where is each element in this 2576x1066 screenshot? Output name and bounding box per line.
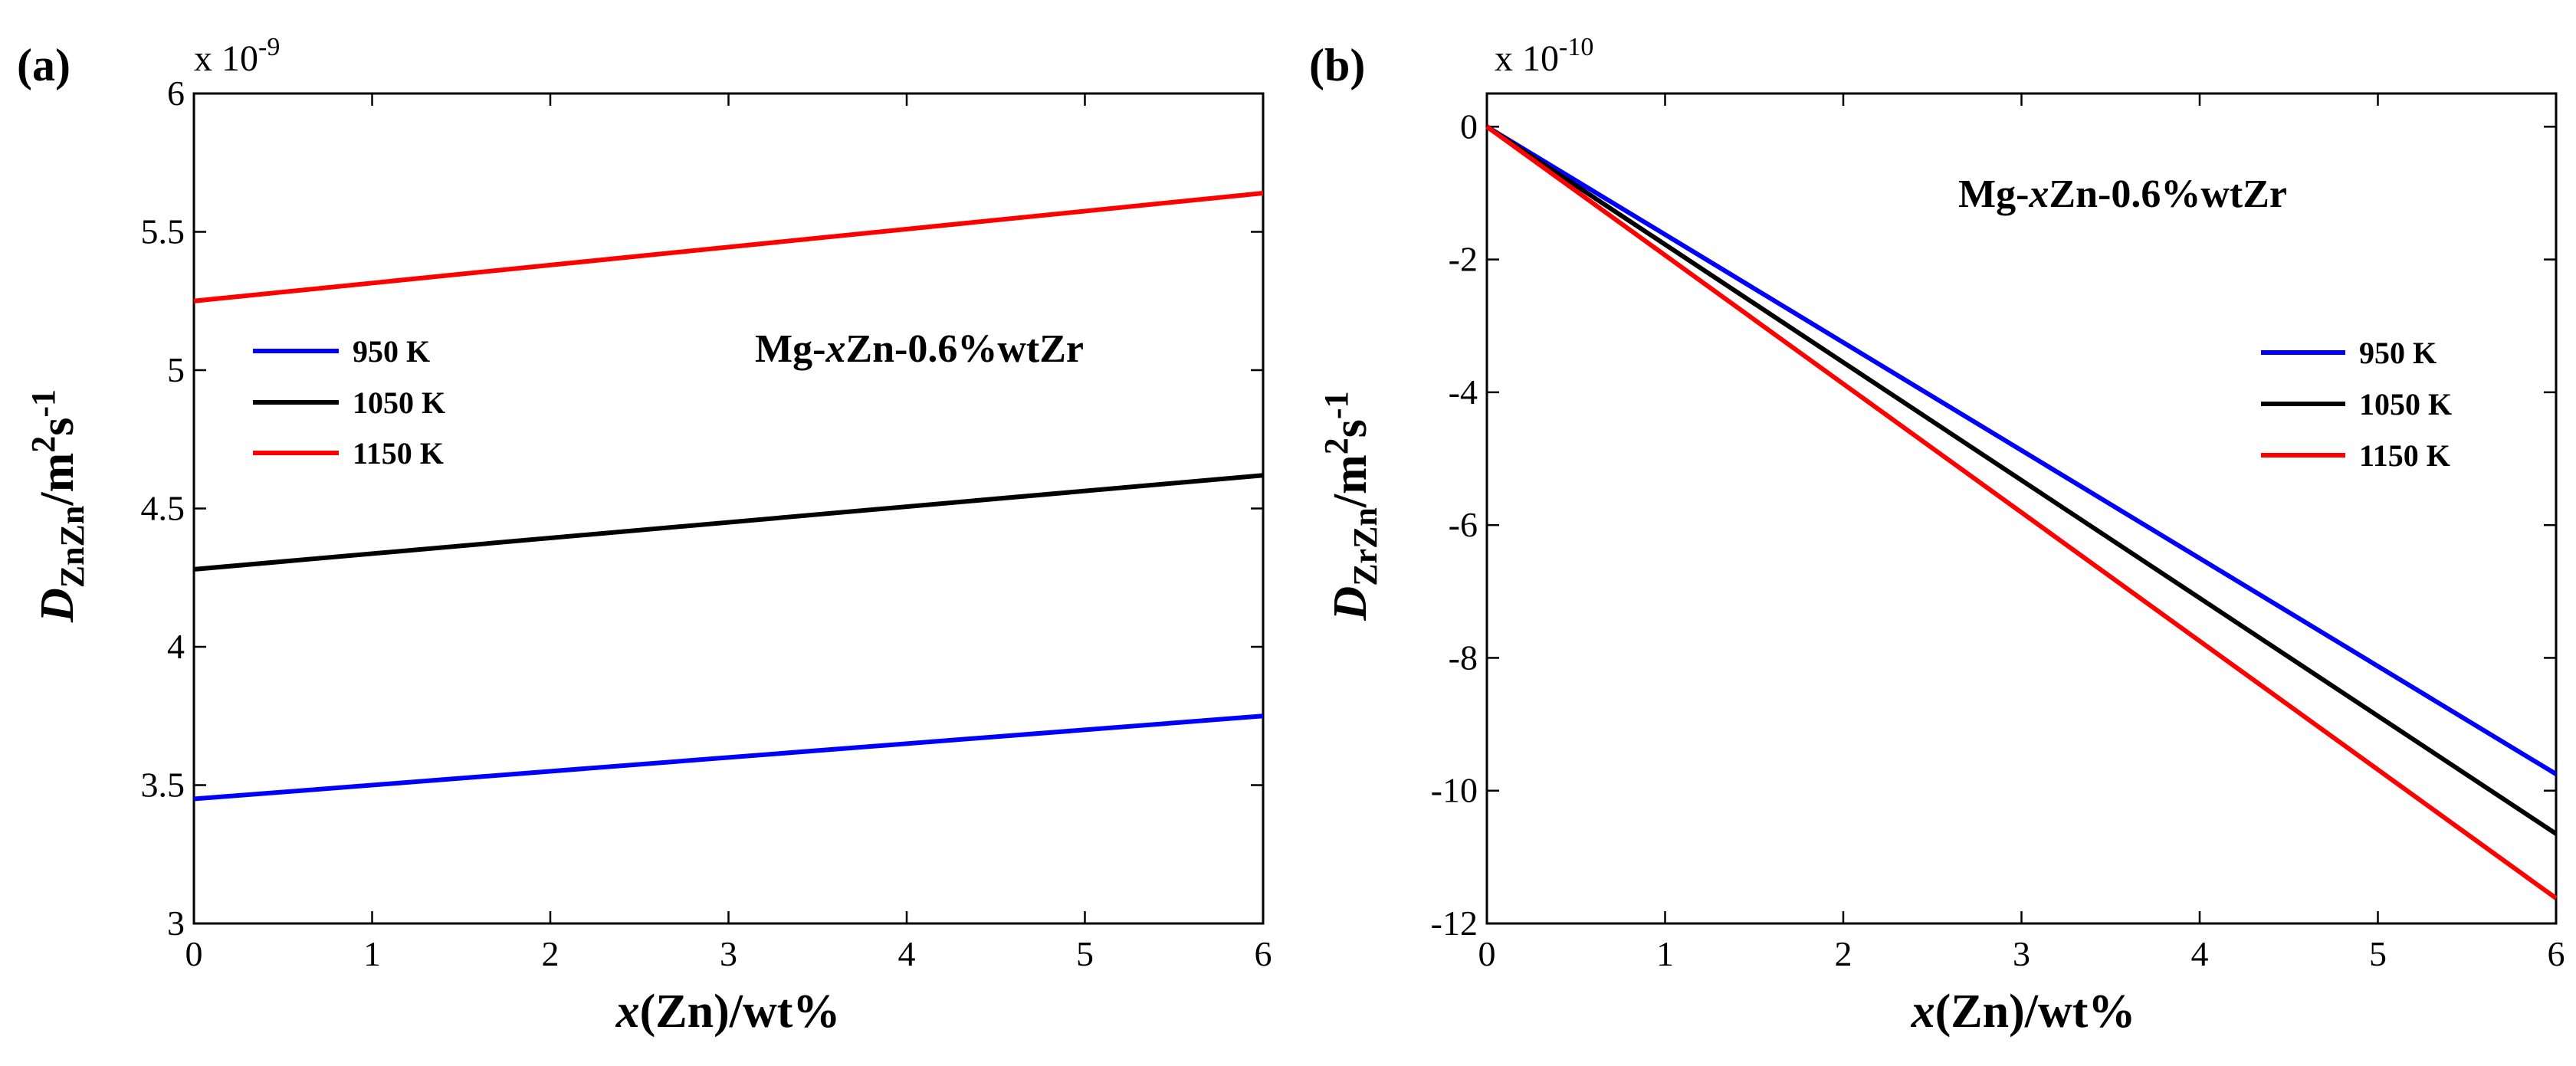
a-y-tick-3-label: 3: [167, 904, 185, 943]
panel-a-legend-label-1050k: 1050 K: [353, 385, 445, 420]
a-series-line-1150-k: [193, 191, 1264, 303]
b-x-tick-3-label: 3: [2013, 934, 2030, 973]
panel-b-x-ticks: 0 1 2 3 4 5 6: [1478, 93, 2565, 973]
a-series-line-950-k: [193, 713, 1264, 802]
b-y-tick-0-label: 0: [1460, 107, 1478, 146]
a-y-tick-6-label: 6: [167, 74, 185, 113]
panel-b-legend-label-1150k: 1150 K: [2359, 438, 2450, 473]
panel-b-legend-label-1050k: 1050 K: [2359, 387, 2452, 421]
panel-a-series: [193, 191, 1264, 802]
panel-a-y-ticks: 3 3.5 4 4.5 5 5.5 6: [141, 74, 1263, 943]
panel-b-annotation: Mg-xZn-0.6%wtZr: [1958, 172, 2287, 216]
panel-a-x-ticks: 0 1 2 3 4 5 6: [185, 93, 1272, 973]
a-y-tick-4-5-label: 4.5: [141, 489, 185, 528]
a-y-tick-3-5-label: 3.5: [141, 766, 185, 805]
b-y-tick-10-label: -10: [1431, 771, 1478, 810]
panel-b: (b) x 10-10 -12 -10 -8 -6 -4 -2 0 0 1 2 3 4 5 6 Mg-x…: [1309, 33, 2565, 1038]
panel-a-legend-label-1150k: 1150 K: [353, 436, 444, 471]
b-x-tick-1-label: 1: [1656, 934, 1674, 973]
panel-b-x-axis-label: x(Zn)/wt%: [1911, 986, 2136, 1038]
panel-a-x-axis-label: x(Zn)/wt%: [615, 986, 841, 1038]
a-x-tick-4-label: 4: [898, 934, 916, 973]
panel-a-label: (a): [17, 40, 71, 90]
panel-b-label: (b): [1309, 40, 1365, 90]
panel-a-y-axis-label: DZnZn/m2s-1: [25, 389, 91, 623]
b-y-tick-4-label: -4: [1449, 372, 1478, 412]
a-x-tick-6-label: 6: [1255, 934, 1272, 973]
a-y-tick-4-label: 4: [167, 627, 185, 666]
panel-b-series: [1485, 124, 2558, 900]
panel-b-legend: 950 K 1050 K 1150 K: [2261, 336, 2452, 473]
a-x-tick-5-label: 5: [1076, 934, 1094, 973]
a-y-tick-5-5-label: 5.5: [141, 212, 185, 251]
panel-a-multiplier: x 10-9: [194, 33, 280, 79]
a-x-tick-0-label: 0: [185, 934, 203, 973]
panel-b-y-ticks: -12 -10 -8 -6 -4 -2 0: [1431, 107, 2556, 943]
b-x-tick-2-label: 2: [1835, 934, 1852, 973]
panel-b-multiplier: x 10-10: [1495, 33, 1593, 79]
panel-a-legend-label-950k: 950 K: [353, 334, 430, 369]
a-x-tick-3-label: 3: [720, 934, 737, 973]
b-series-line-1150-k: [1485, 124, 2558, 900]
b-series-line-950-k: [1485, 124, 2558, 776]
b-y-tick-8-label: -8: [1449, 638, 1478, 677]
panel-b-legend-label-950k: 950 K: [2359, 336, 2437, 370]
b-x-tick-4-label: 4: [2191, 934, 2209, 973]
panel-a-annotation: Mg-xZn-0.6%wtZr: [755, 327, 1084, 371]
b-y-tick-2-label: -2: [1449, 240, 1478, 279]
panel-a-legend: 950 K 1050 K 1150 K: [253, 334, 445, 471]
panel-a-plot-area: [192, 92, 1265, 925]
panel-b-plot-area: [1485, 92, 2558, 925]
panel-b-y-axis-label: DZrZn/m2s-1: [1318, 391, 1384, 621]
b-x-tick-0-label: 0: [1478, 934, 1496, 973]
b-x-tick-5-label: 5: [2369, 934, 2387, 973]
b-y-tick-12-label: -12: [1431, 904, 1478, 943]
a-x-tick-2-label: 2: [542, 934, 560, 973]
panel-a: (a) x 10-9 3 3.5 4 4.5 5 5.5 6 0 1 2 3 4 5 6 Mg-xZn-…: [17, 33, 1272, 1038]
a-y-tick-5-label: 5: [167, 350, 185, 389]
b-y-tick-6-label: -6: [1449, 505, 1478, 544]
a-series-line-1050-k: [193, 473, 1264, 572]
a-x-tick-1-label: 1: [363, 934, 381, 973]
b-x-tick-6-label: 6: [2548, 934, 2565, 973]
b-series-line-1050-k: [1485, 124, 2558, 836]
